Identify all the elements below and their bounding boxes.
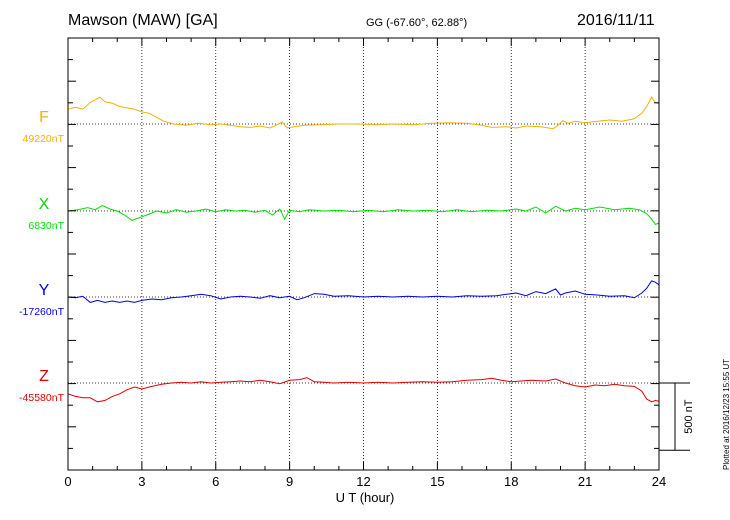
axis-labels: 0 3 6 9 12 15 18 21 24 U T (hour) F 49220nT X 6830nT Y…	[19, 109, 666, 505]
series-baseline-Z: -45580nT	[19, 392, 65, 404]
x-tick-label-0: 0	[64, 474, 71, 489]
series-line-Z	[67, 377, 660, 403]
series-line-Y	[67, 280, 660, 303]
series-line-X	[67, 205, 660, 225]
x-tick-label-15: 15	[430, 474, 444, 489]
series-baseline-F: 49220nT	[23, 133, 65, 145]
x-tick-label-3: 3	[138, 474, 145, 489]
plotted-timestamp: Plotted at 2016/12/23 15:55 UT	[722, 358, 730, 470]
series-name-X: X	[39, 196, 50, 213]
x-tick-label-21: 21	[578, 474, 592, 489]
x-tick-label-12: 12	[356, 474, 370, 489]
x-tick-label-18: 18	[504, 474, 518, 489]
x-axis-label: U T (hour)	[336, 490, 395, 505]
series-lines	[67, 96, 660, 403]
scale-bar: 500 nT	[659, 382, 695, 451]
series-baseline-Y: -17260nT	[19, 306, 65, 318]
chart-title: Mawson (MAW) [GA]	[68, 12, 218, 29]
series-name-F: F	[39, 109, 49, 126]
x-tick-label-6: 6	[212, 474, 219, 489]
station-coordinates: GG (-67.60°, 62.88°)	[366, 17, 468, 29]
grid-lines	[68, 38, 659, 470]
series-line-F	[67, 96, 660, 130]
series-baseline-X: 6830nT	[28, 220, 64, 232]
axis-ticks	[67, 37, 660, 471]
scale-bar-label: 500 nT	[683, 399, 695, 434]
x-tick-label-9: 9	[286, 474, 293, 489]
chart-date: 2016/11/11	[577, 12, 655, 29]
x-tick-label-24: 24	[652, 474, 666, 489]
series-name-Y: Y	[39, 282, 50, 299]
series-name-Z: Z	[39, 368, 49, 385]
